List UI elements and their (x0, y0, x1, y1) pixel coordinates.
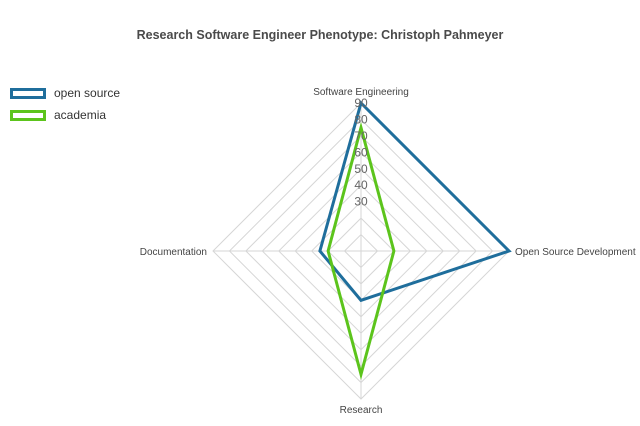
legend-item-open-source[interactable]: open source (10, 82, 120, 104)
axis-label: Open Source Development (515, 247, 636, 258)
tick-label: 90 (354, 96, 368, 110)
axis-label: Software Engineering (313, 87, 409, 98)
chart-title: Research Software Engineer Phenotype: Ch… (136, 28, 504, 42)
series-open-source (318, 100, 512, 303)
tick-label: 80 (354, 112, 368, 126)
tick-label: 70 (354, 129, 368, 143)
series-academia (326, 121, 396, 381)
tick-label: 60 (354, 145, 368, 159)
tick-label: 30 (354, 195, 368, 209)
legend-item-academia[interactable]: academia (10, 104, 120, 126)
legend-swatch-open-source (10, 87, 46, 99)
tick-label: 40 (354, 178, 368, 192)
axis-label: Research (340, 405, 383, 416)
legend-swatch-academia (10, 109, 46, 121)
legend: open source academia (10, 82, 120, 126)
axis-label: Documentation (140, 247, 207, 258)
tick-label: 50 (354, 162, 368, 176)
legend-label-open-source: open source (54, 86, 121, 100)
legend-label-academia: academia (54, 108, 107, 122)
